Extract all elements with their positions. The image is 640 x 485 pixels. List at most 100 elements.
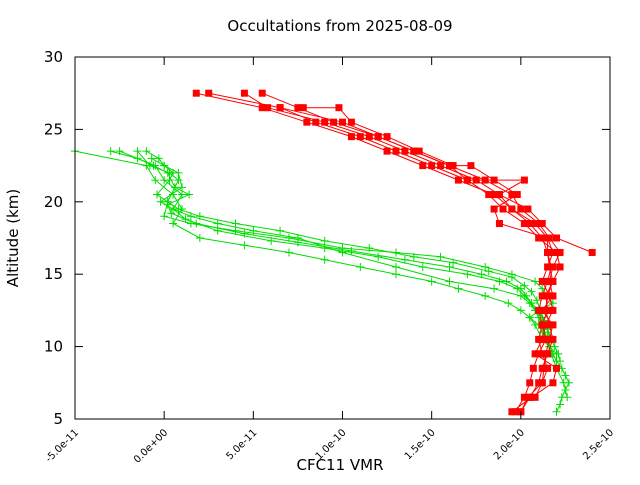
data-point-square bbox=[392, 147, 400, 155]
data-point-square bbox=[490, 191, 498, 199]
y-tick-label: 30 bbox=[44, 48, 63, 66]
data-point-plus bbox=[550, 342, 559, 351]
data-point-square bbox=[553, 234, 560, 242]
data-point-square bbox=[544, 306, 552, 314]
data-point-square bbox=[545, 263, 553, 271]
data-point-square bbox=[549, 248, 557, 256]
data-point-plus bbox=[445, 277, 454, 286]
data-point-square bbox=[549, 335, 557, 343]
chart-title: Occultations from 2025-08-09 bbox=[227, 17, 452, 35]
series-line-red bbox=[279, 107, 593, 253]
data-point-plus bbox=[427, 277, 436, 286]
data-point-plus bbox=[276, 226, 285, 235]
data-point-plus bbox=[559, 378, 568, 387]
data-point-plus bbox=[516, 306, 525, 315]
data-point-plus bbox=[156, 197, 165, 206]
y-tick-label: 20 bbox=[44, 193, 63, 211]
data-point-plus bbox=[552, 407, 561, 416]
data-point-square bbox=[528, 393, 536, 401]
data-point-plus bbox=[507, 273, 516, 282]
series-line-green bbox=[137, 150, 557, 355]
data-point-square bbox=[588, 248, 596, 256]
data-point-square bbox=[526, 379, 534, 387]
data-point-square bbox=[347, 133, 355, 141]
data-point-plus bbox=[463, 270, 472, 279]
data-point-square bbox=[556, 248, 564, 256]
x-tick-label: 5.0e-11 bbox=[225, 427, 260, 462]
data-point-plus bbox=[133, 147, 142, 156]
data-point-square bbox=[495, 191, 503, 199]
data-point-square bbox=[544, 234, 552, 242]
data-point-square bbox=[419, 162, 427, 170]
data-point-square bbox=[538, 321, 546, 329]
data-point-plus bbox=[170, 183, 179, 192]
data-point-plus bbox=[449, 258, 458, 267]
data-point-square bbox=[542, 335, 550, 343]
data-point-plus bbox=[548, 299, 557, 308]
data-point-square bbox=[321, 118, 329, 126]
y-tick-label: 15 bbox=[44, 265, 63, 283]
data-point-plus bbox=[231, 219, 240, 228]
series-line-green bbox=[74, 150, 570, 413]
data-point-plus bbox=[347, 247, 356, 256]
data-point-square bbox=[535, 220, 543, 228]
data-point-plus bbox=[520, 281, 529, 290]
data-point-square bbox=[545, 292, 553, 300]
data-point-square bbox=[535, 335, 543, 343]
data-point-square bbox=[549, 306, 557, 314]
data-point-square bbox=[495, 220, 503, 228]
x-axis-label: CFC11 VMR bbox=[296, 456, 383, 474]
data-point-square bbox=[410, 147, 418, 155]
y-tick-label: 10 bbox=[44, 338, 63, 356]
data-point-plus bbox=[561, 371, 570, 380]
data-point-square bbox=[508, 205, 516, 213]
data-point-plus bbox=[392, 270, 400, 279]
data-point-plus bbox=[454, 284, 463, 293]
data-point-plus bbox=[154, 154, 163, 163]
data-point-plus bbox=[484, 267, 493, 276]
data-point-plus bbox=[320, 255, 329, 264]
x-tick-label: 1.5e-10 bbox=[403, 427, 438, 462]
data-point-plus bbox=[374, 252, 383, 261]
data-point-plus bbox=[167, 209, 176, 218]
data-point-square bbox=[538, 379, 546, 387]
data-point-plus bbox=[531, 277, 540, 286]
data-point-square bbox=[520, 176, 528, 184]
data-point-square bbox=[538, 277, 546, 285]
data-point-square bbox=[415, 147, 423, 155]
y-tick-label: 25 bbox=[44, 120, 63, 138]
series-line-red bbox=[303, 107, 554, 413]
data-point-square bbox=[240, 89, 248, 97]
data-point-plus bbox=[320, 236, 329, 245]
data-point-plus bbox=[174, 176, 183, 185]
data-point-square bbox=[549, 292, 557, 300]
data-point-plus bbox=[178, 183, 186, 192]
data-point-plus bbox=[481, 262, 490, 271]
data-point-square bbox=[542, 350, 550, 358]
data-point-square bbox=[299, 104, 307, 112]
data-point-square bbox=[556, 263, 564, 271]
x-tick-label: 2.5e-10 bbox=[581, 427, 616, 462]
data-point-square bbox=[538, 220, 546, 228]
data-point-plus bbox=[160, 161, 169, 170]
data-point-square bbox=[485, 191, 493, 199]
data-point-square bbox=[520, 393, 528, 401]
data-point-square bbox=[549, 263, 557, 271]
data-point-plus bbox=[169, 219, 178, 228]
data-point-plus bbox=[409, 252, 418, 261]
data-point-square bbox=[520, 220, 528, 228]
data-point-square bbox=[542, 321, 550, 329]
data-point-plus bbox=[185, 190, 194, 199]
data-point-plus bbox=[556, 400, 565, 409]
data-point-square bbox=[538, 335, 546, 343]
data-point-plus bbox=[527, 287, 536, 296]
data-point-plus bbox=[477, 270, 486, 279]
data-point-square bbox=[490, 205, 498, 213]
data-point-plus bbox=[481, 291, 490, 300]
data-point-square bbox=[526, 220, 534, 228]
data-point-plus bbox=[320, 244, 329, 253]
data-point-square bbox=[508, 408, 516, 416]
data-point-square bbox=[294, 104, 302, 112]
